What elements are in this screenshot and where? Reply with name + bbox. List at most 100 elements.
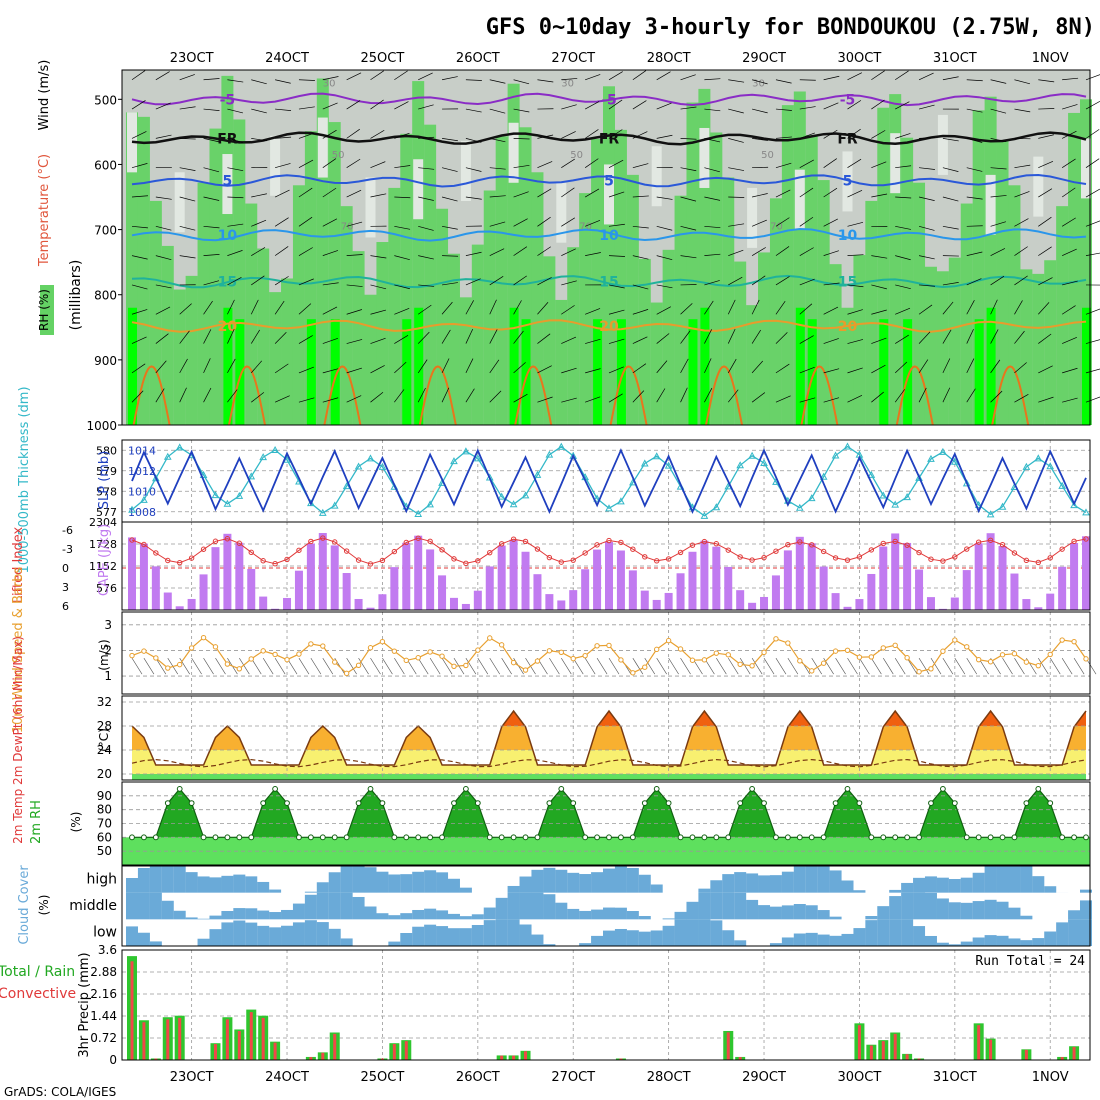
- wind10m-marker: [964, 644, 970, 650]
- wind-barb: [918, 255, 935, 260]
- lifted-index-marker: [1035, 559, 1042, 566]
- wind-barb: [704, 329, 712, 344]
- rh-dry-patch: [317, 117, 328, 178]
- cloud-bar: [1020, 940, 1033, 946]
- cloud-bar: [519, 924, 532, 946]
- wind-barb: [441, 225, 458, 230]
- wind-barb: [179, 358, 188, 374]
- wind-barb: [585, 252, 601, 256]
- wind10m-marker: [212, 644, 219, 650]
- thickness-axis-label: 1000-500mb Thickness (dm): [17, 386, 32, 573]
- rh-moist-column: [1020, 269, 1033, 425]
- wind-barb: [990, 248, 1006, 256]
- cloud-bar: [710, 920, 723, 946]
- rh2m-marker: [546, 800, 553, 806]
- wind-barb: [632, 284, 649, 290]
- wind-tick-label: 3: [104, 618, 112, 632]
- wind-barb: [346, 339, 363, 344]
- thickness-marker: [831, 451, 840, 459]
- wind-barb: [1061, 305, 1076, 315]
- date-tick-bottom: 25OCT: [361, 1070, 405, 1085]
- wind-barb: [370, 337, 386, 344]
- wind-barb: [251, 275, 265, 286]
- lifted-index-marker: [892, 538, 898, 545]
- rh2m-marker: [725, 834, 732, 841]
- cloud-bar: [459, 928, 472, 946]
- wind-barb: [990, 108, 1007, 114]
- rh-contour-label: 30: [323, 78, 336, 89]
- cloud-bar: [328, 892, 341, 920]
- wind-barb: [608, 129, 623, 139]
- thickness-marker: [473, 454, 482, 462]
- thickness-marker: [974, 500, 983, 508]
- cape-bar: [390, 567, 399, 610]
- wind-barb: [274, 276, 289, 286]
- cloud-bar: [614, 907, 627, 920]
- wind-barb: [966, 358, 975, 374]
- thickness-marker: [819, 472, 828, 480]
- wind-barb: [632, 336, 648, 344]
- wind10m-marker: [642, 664, 648, 670]
- wind-barb: [346, 158, 361, 169]
- wind-barb: [250, 360, 263, 374]
- wind10m-marker: [284, 656, 290, 663]
- cape-bar: [783, 550, 792, 610]
- lifted-index-marker: [1047, 555, 1053, 561]
- lifted-index-marker: [618, 539, 624, 546]
- rh2m-marker: [224, 834, 231, 841]
- lifted-index-marker: [642, 554, 648, 560]
- cloud-level-label: middle: [69, 898, 117, 914]
- cape-bar: [903, 542, 912, 610]
- cloud-bar: [185, 872, 198, 893]
- cloud-bar: [889, 919, 902, 946]
- wind10m-barb: [596, 657, 608, 675]
- wind10m-marker: [856, 654, 863, 660]
- rh2m-marker: [164, 800, 171, 806]
- wind10m-barb: [775, 657, 787, 675]
- rh2m-marker: [403, 834, 410, 841]
- precip-tick-label: 0.72: [90, 1031, 117, 1045]
- cape-bar: [557, 600, 566, 610]
- temp-tick-label: 24: [97, 743, 112, 757]
- wind-barb: [131, 195, 148, 198]
- rh-moist-column: [149, 200, 162, 425]
- cloud-bar: [495, 919, 508, 946]
- lifted-index-marker: [141, 541, 147, 548]
- wind-barb: [608, 366, 624, 374]
- cloud-bar: [734, 872, 747, 893]
- thickness-marker: [795, 503, 804, 511]
- cape-bar: [950, 597, 959, 610]
- precip-convective-bar: [977, 1025, 981, 1060]
- wind-barb: [537, 396, 553, 403]
- wind-barb: [489, 248, 505, 256]
- rh2m-marker: [820, 834, 827, 841]
- cloud-bar: [531, 892, 544, 920]
- cloud-bar: [459, 916, 472, 920]
- rh-moist-column: [817, 180, 830, 425]
- cloud-bar: [674, 911, 687, 920]
- rh-wet-column: [879, 319, 889, 425]
- wind-barb: [418, 167, 435, 170]
- cloud-bar: [817, 910, 830, 920]
- wind-barb: [203, 108, 220, 111]
- wind10m-marker: [320, 643, 326, 649]
- wind-barb: [895, 133, 911, 139]
- wind-barb: [1061, 187, 1076, 198]
- cape-bar: [426, 549, 435, 610]
- cloud-bar: [758, 905, 771, 920]
- lifted-index-marker: [439, 547, 445, 553]
- cape-bar: [318, 533, 327, 610]
- cloud-bar: [734, 892, 747, 920]
- wind10m-barb: [823, 657, 834, 675]
- cloud-bar: [638, 931, 651, 946]
- rh-wet-column: [974, 319, 984, 425]
- wind-barb: [537, 365, 552, 374]
- wind10m-marker: [224, 661, 231, 667]
- isotherm-label: FR: [599, 131, 620, 147]
- wind-barb: [727, 328, 736, 344]
- lifted-index-marker: [999, 542, 1006, 548]
- wind-barb: [298, 247, 313, 256]
- wind10m-marker: [904, 655, 910, 661]
- lifted-index-marker: [1083, 536, 1089, 542]
- rh-moist-column: [495, 136, 508, 425]
